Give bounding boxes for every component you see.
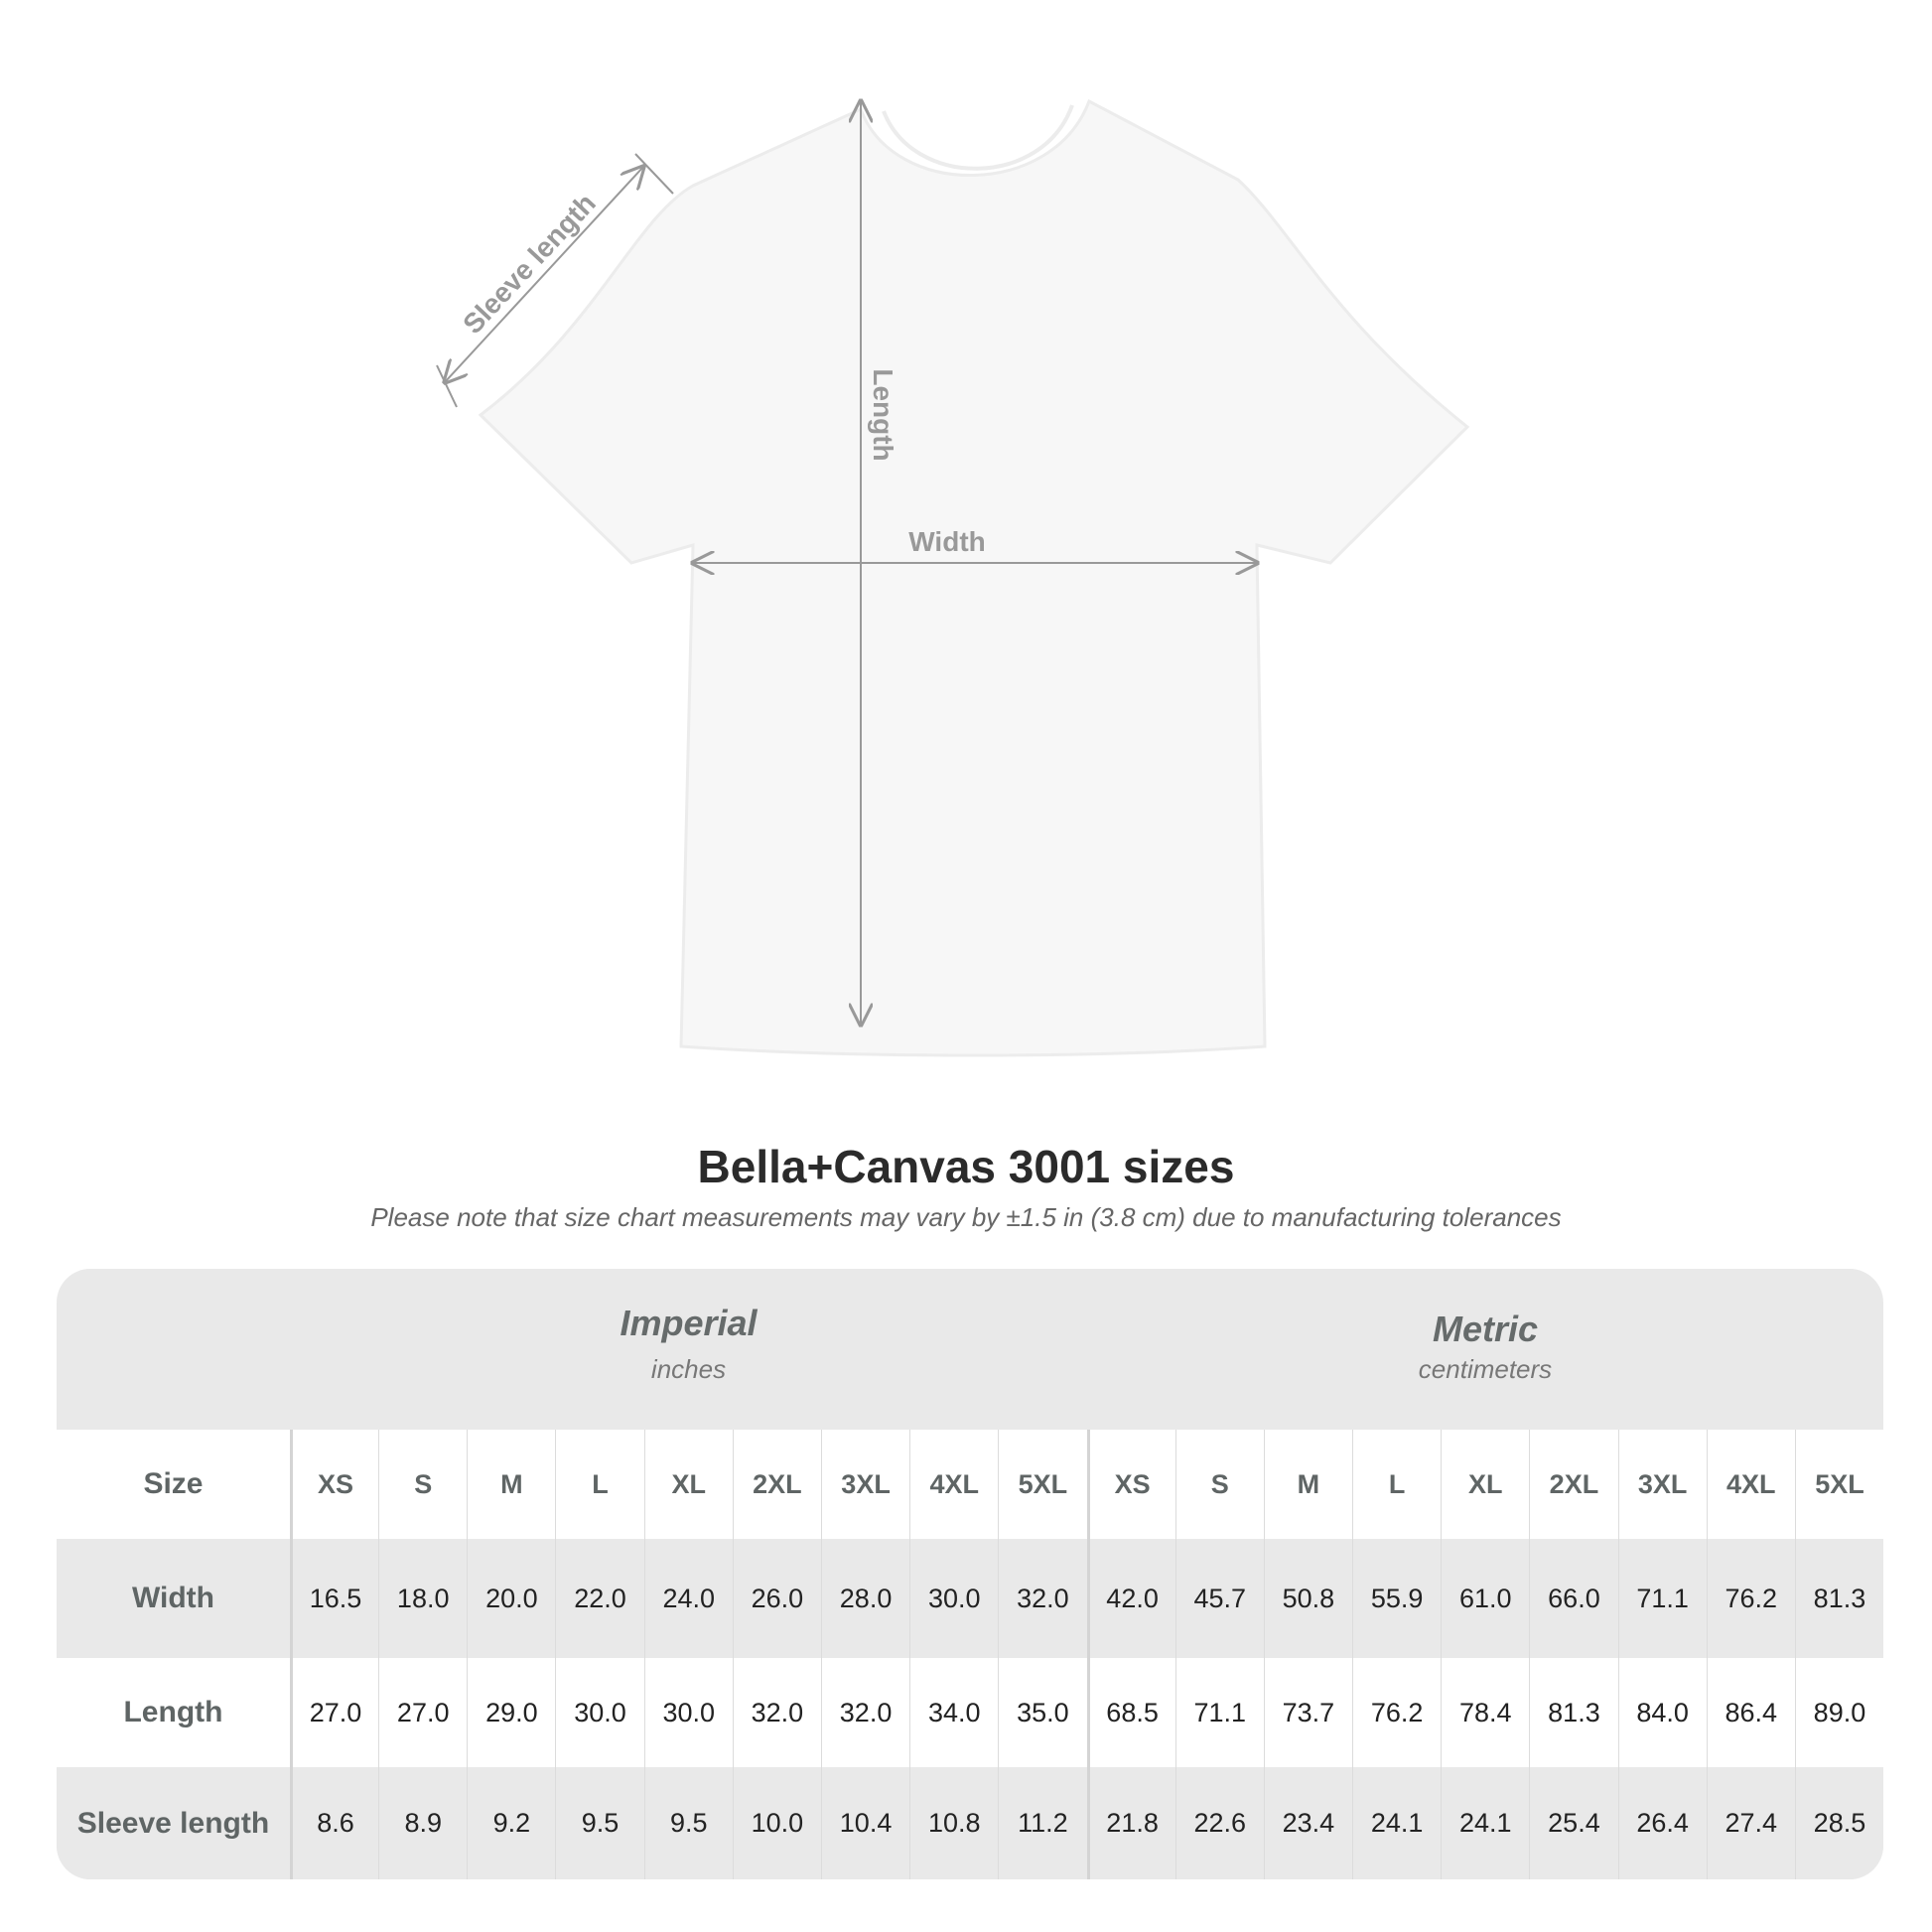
size-header-cell: M [1263, 1430, 1352, 1539]
value-cell: 32.0 [820, 1658, 909, 1767]
size-header-cell: 4XL [909, 1430, 998, 1539]
value-cell: 27.4 [1706, 1767, 1795, 1879]
size-header-cell: 4XL [1706, 1430, 1795, 1539]
value-cell: 26.0 [732, 1539, 821, 1658]
value-cell: 10.4 [820, 1767, 909, 1879]
size-header-cell: XL [643, 1430, 733, 1539]
size-header-cell: 3XL [1617, 1430, 1707, 1539]
size-header-cell: L [555, 1430, 643, 1539]
value-cell: 30.0 [555, 1658, 643, 1767]
size-header-cell: M [467, 1430, 555, 1539]
row-label: Sleeve length [76, 1806, 270, 1840]
value-cell: 42.0 [1086, 1539, 1175, 1658]
size-header-cell: 2XL [1529, 1430, 1617, 1539]
value-cell: 86.4 [1706, 1658, 1795, 1767]
value-cell: 66.0 [1529, 1539, 1617, 1658]
size-header-row: Size XS S M L XL 2XL 3XL 4XL 5XL XS S M L XL 2XL 3XL 4XL 5… [57, 1430, 1883, 1539]
tshirt-shape [478, 98, 1470, 1057]
row-label: Size [143, 1467, 204, 1500]
imperial-label: Imperial [620, 1303, 758, 1343]
value-cell: 45.7 [1174, 1539, 1264, 1658]
value-cell: 50.8 [1263, 1539, 1352, 1658]
size-header-cell: S [378, 1430, 467, 1539]
value-cell: 9.5 [643, 1767, 733, 1879]
size-header-cell: L [1352, 1430, 1441, 1539]
value-cell: 9.2 [467, 1767, 555, 1879]
length-label: Length [868, 368, 898, 461]
value-cell: 84.0 [1617, 1658, 1707, 1767]
size-header-cell: 3XL [820, 1430, 909, 1539]
value-cell: 26.4 [1617, 1767, 1707, 1879]
value-cell: 76.2 [1352, 1658, 1441, 1767]
value-cell: 27.0 [289, 1658, 378, 1767]
row-label: Length [123, 1696, 223, 1728]
page-title: Bella+Canvas 3001 sizes [697, 1141, 1235, 1192]
size-header-cell: 5XL [1794, 1430, 1883, 1539]
size-table: Imperial inches Metric centimeters Size X… [57, 1269, 1883, 1879]
value-cell: 24.1 [1352, 1767, 1441, 1879]
value-cell: 29.0 [467, 1658, 555, 1767]
value-cell: 68.5 [1086, 1658, 1175, 1767]
table-row: Sleeve length 8.6 8.9 9.2 9.5 9.5 10.0 10.4 10.8… [57, 1767, 1883, 1879]
sleeve-measure-line [445, 167, 643, 382]
value-cell: 61.0 [1441, 1539, 1529, 1658]
metric-unit: centimeters [1418, 1354, 1553, 1384]
value-cell: 16.5 [289, 1539, 378, 1658]
value-cell: 81.3 [1794, 1539, 1883, 1658]
value-cell: 81.3 [1529, 1658, 1617, 1767]
value-cell: 30.0 [643, 1658, 733, 1767]
value-cell: 21.8 [1086, 1767, 1175, 1879]
tolerance-note: Please note that size chart measurements… [370, 1202, 1562, 1232]
value-cell: 76.2 [1706, 1539, 1795, 1658]
value-cell: 71.1 [1617, 1539, 1707, 1658]
table-row: Width 16.5 18.0 20.0 22.0 24.0 26.0 28.0 30.0 32.… [57, 1539, 1883, 1658]
value-cell: 32.0 [998, 1539, 1086, 1658]
value-cell: 9.5 [555, 1767, 643, 1879]
size-header-cell: XS [289, 1430, 378, 1539]
metric-label: Metric [1432, 1309, 1539, 1349]
value-cell: 20.0 [467, 1539, 555, 1658]
value-cell: 24.1 [1441, 1767, 1529, 1879]
metric-header: Metric centimeters [1087, 1269, 1883, 1430]
value-cell: 10.0 [732, 1767, 821, 1879]
value-cell: 28.5 [1794, 1767, 1883, 1879]
size-header-cell: 5XL [998, 1430, 1086, 1539]
value-cell: 27.0 [378, 1658, 467, 1767]
value-cell: 23.4 [1263, 1767, 1352, 1879]
size-header-cell: S [1174, 1430, 1264, 1539]
width-label: Width [908, 526, 986, 557]
table-row: Length 27.0 27.0 29.0 30.0 30.0 32.0 32.0 34.0 35… [57, 1658, 1883, 1767]
value-cell: 25.4 [1529, 1767, 1617, 1879]
size-header-cell: XS [1086, 1430, 1175, 1539]
value-cell: 89.0 [1794, 1658, 1883, 1767]
value-cell: 24.0 [643, 1539, 733, 1658]
value-cell: 18.0 [378, 1539, 467, 1658]
size-header-cell: 2XL [732, 1430, 821, 1539]
tshirt-diagram: Length Width Sleeve length [436, 0, 1470, 1057]
value-cell: 34.0 [909, 1658, 998, 1767]
value-cell: 22.6 [1174, 1767, 1264, 1879]
value-cell: 11.2 [998, 1767, 1086, 1879]
row-label: Width [131, 1582, 214, 1614]
imperial-header: Imperial inches [290, 1269, 1087, 1430]
value-cell: 78.4 [1441, 1658, 1529, 1767]
value-cell: 8.6 [289, 1767, 378, 1879]
value-cell: 35.0 [998, 1658, 1086, 1767]
value-cell: 32.0 [732, 1658, 821, 1767]
imperial-unit: inches [650, 1354, 727, 1384]
value-cell: 8.9 [378, 1767, 467, 1879]
value-cell: 10.8 [909, 1767, 998, 1879]
value-cell: 28.0 [820, 1539, 909, 1658]
value-cell: 22.0 [555, 1539, 643, 1658]
value-cell: 30.0 [909, 1539, 998, 1658]
value-cell: 73.7 [1263, 1658, 1352, 1767]
size-header-cell: XL [1441, 1430, 1529, 1539]
value-cell: 71.1 [1174, 1658, 1264, 1767]
value-cell: 55.9 [1352, 1539, 1441, 1658]
